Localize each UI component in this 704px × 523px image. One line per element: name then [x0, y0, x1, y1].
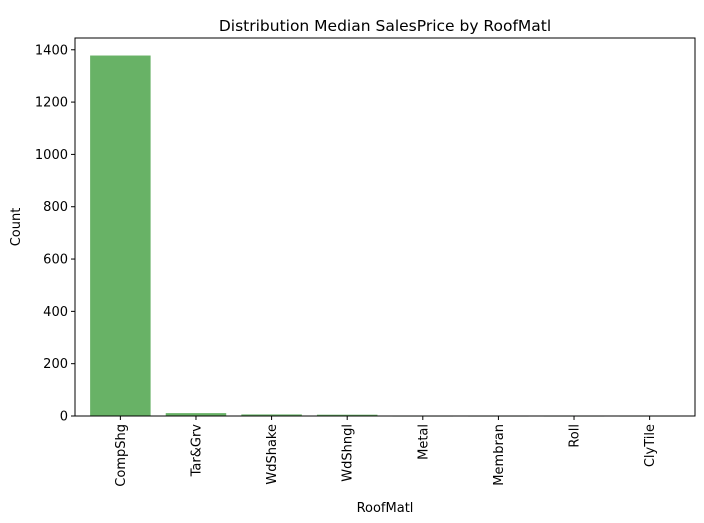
- x-tick-label: WdShake: [265, 424, 280, 485]
- bars: [90, 55, 680, 417]
- bar-tar-grv: [165, 413, 227, 416]
- bar-wdshake: [241, 414, 302, 416]
- chart-title: Distribution Median SalesPrice by RoofMa…: [219, 17, 551, 35]
- x-tick-label: Membran: [492, 424, 507, 486]
- x-tick-label: CompShg: [114, 424, 129, 487]
- y-tick-label: 200: [43, 357, 68, 372]
- y-tick-label: 1000: [35, 148, 68, 163]
- y-axis-label: Count: [9, 208, 24, 247]
- x-tick-label: Tar&Grv: [189, 424, 204, 478]
- y-tick-label: 0: [60, 410, 68, 425]
- x-axis: CompShg Tar&Grv WdShake WdShngl Metal Membran…: [114, 416, 658, 487]
- plot-frame: [74, 37, 696, 417]
- bar-compshg: [90, 55, 151, 416]
- x-axis-label: RoofMatl: [357, 501, 414, 516]
- y-tick-label: 600: [43, 253, 68, 268]
- y-axis: 0 200 400 600 800 1000 1200 1400: [35, 43, 75, 425]
- y-tick-label: 1400: [35, 43, 68, 58]
- y-tick-label: 400: [43, 305, 68, 320]
- x-tick-label: WdShngl: [341, 424, 356, 482]
- y-tick-label: 1200: [35, 96, 68, 111]
- x-tick-label: Roll: [568, 424, 583, 448]
- bar-wdshngl: [316, 414, 378, 416]
- x-tick-label: ClyTile: [643, 424, 658, 467]
- x-tick-label: Metal: [416, 424, 431, 460]
- y-tick-label: 800: [43, 200, 68, 215]
